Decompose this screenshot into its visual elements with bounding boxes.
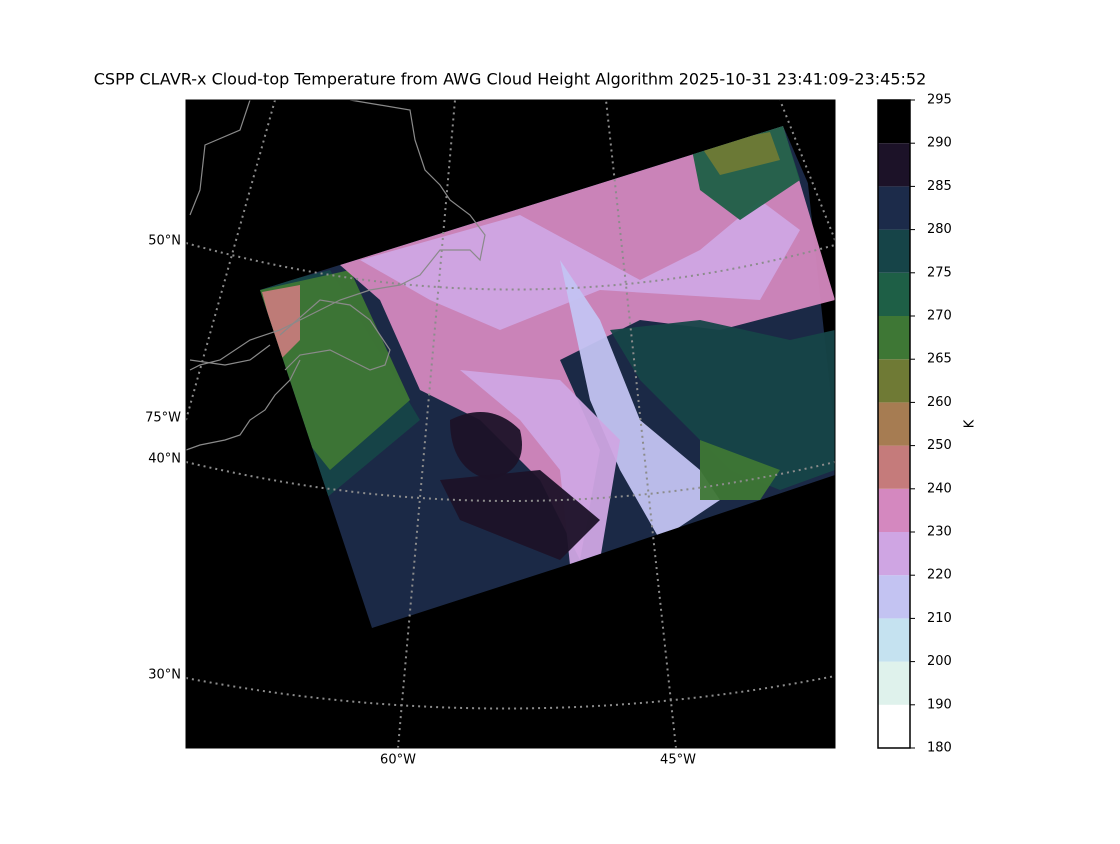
colorbar-segment	[878, 272, 910, 316]
latitude-label: 30°N	[148, 668, 181, 683]
colorbar-tick-label: 180	[927, 741, 952, 756]
colorbar-tick-label: 280	[927, 222, 952, 237]
cloud-region	[610, 320, 835, 490]
meridian	[605, 100, 677, 748]
graticule-labels: 50°N 40°N 30°N 75°W 60°W 45°W	[145, 234, 696, 768]
cloud-region	[560, 260, 720, 540]
colorbar-tick-label: 230	[927, 525, 952, 540]
longitude-label: 60°W	[380, 753, 416, 768]
colorbar-tick-label: 260	[927, 395, 952, 410]
colorbar-segment	[878, 316, 910, 360]
coastline	[189, 100, 251, 216]
colorbar-segment	[878, 618, 910, 662]
colorbar-tick-label: 290	[927, 136, 952, 151]
colorbar-segment	[878, 359, 910, 403]
longitude-label: 75°W	[145, 411, 181, 426]
colorbar-segment	[878, 575, 910, 619]
colorbar-segment	[878, 402, 910, 446]
latitude-label: 40°N	[148, 452, 181, 467]
colorbar: 180 190 200 210 220 230 240 250 260 265 270 275 280 2…	[877, 93, 978, 756]
graticule	[186, 100, 835, 748]
colorbar-segment	[878, 229, 910, 273]
meridian	[186, 100, 276, 421]
colorbar-segment	[878, 100, 910, 144]
coastline	[279, 299, 391, 371]
colorbar-tick-label: 275	[927, 265, 952, 280]
colorbar-tick-label: 190	[927, 697, 952, 712]
colorbar-segment	[878, 704, 910, 748]
map-area	[186, 100, 835, 748]
colorbar-segment	[878, 186, 910, 230]
colorbar-segment	[878, 532, 910, 576]
meridian	[779, 100, 835, 241]
colorbar-segment	[878, 143, 910, 187]
coastline	[186, 359, 301, 451]
colorbar-segment	[878, 661, 910, 705]
colorbar-tick-label: 285	[927, 179, 952, 194]
colorbar-tick-label: 210	[927, 611, 952, 626]
colorbar-tick-label: 270	[927, 309, 952, 324]
latitude-label: 50°N	[148, 234, 181, 249]
cloud-region	[440, 470, 600, 560]
colorbar-segment	[878, 445, 910, 489]
colorbar-segment	[878, 488, 910, 532]
colorbar-tick-label: 220	[927, 568, 952, 583]
title: CSPP CLAVR-x Cloud-top Temperature from …	[94, 70, 927, 89]
coastline	[189, 344, 271, 366]
coastlines	[186, 100, 486, 451]
colorbar-tick-label: 200	[927, 654, 952, 669]
colorbar-tick-label: 295	[927, 93, 952, 108]
meridian	[397, 100, 456, 748]
colorbar-tick-label: 250	[927, 438, 952, 453]
colorbar-frame	[877, 99, 911, 749]
cloud-region	[700, 440, 780, 500]
longitude-label: 45°W	[660, 753, 696, 768]
coastline	[189, 100, 486, 371]
colorbar-tick-label: 265	[927, 352, 952, 367]
colorbar-label: K	[963, 419, 978, 428]
cloud-region	[450, 412, 522, 480]
colorbar-tick-label: 240	[927, 481, 952, 496]
cloud-region	[262, 285, 300, 360]
cloud-region	[360, 200, 800, 330]
map-frame	[185, 99, 836, 749]
